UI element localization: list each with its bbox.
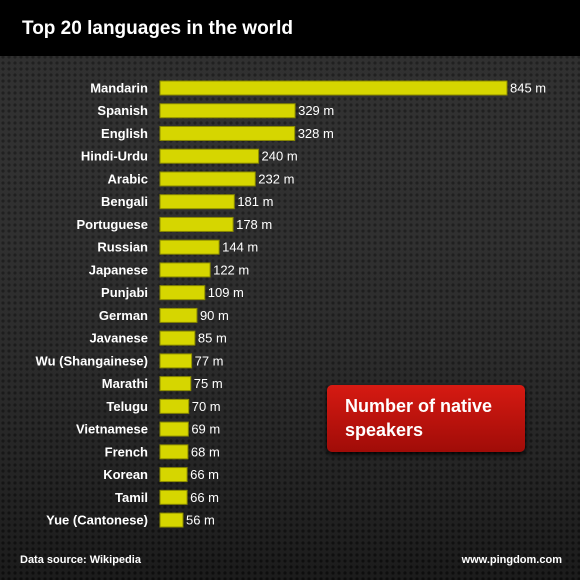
bar (159, 125, 296, 141)
bar (159, 444, 189, 460)
category-label: Yue (Cantonese) (46, 512, 148, 527)
credit: www.pingdom.com (461, 554, 563, 566)
category-label: Japanese (89, 262, 148, 277)
value-label: 70 m (192, 399, 221, 414)
category-label: English (101, 126, 148, 141)
value-label: 232 m (258, 171, 294, 186)
value-label: 75 m (194, 376, 223, 391)
category-label: Korean (103, 467, 148, 482)
value-label: 66 m (190, 490, 219, 505)
category-label: Arabic (108, 171, 148, 186)
bar (159, 398, 190, 414)
bar (159, 489, 188, 505)
bar (159, 285, 206, 301)
annotation: Number of native speakers (327, 385, 525, 452)
bar (159, 148, 260, 164)
category-label: Punjabi (101, 285, 148, 300)
value-label: 85 m (198, 331, 227, 346)
category-label: Bengali (101, 194, 148, 209)
bar (159, 80, 508, 96)
value-label: 328 m (298, 126, 334, 141)
value-label: 56 m (186, 512, 215, 527)
title-bar (0, 0, 580, 56)
category-label: Portuguese (76, 217, 148, 232)
category-label: Spanish (97, 103, 148, 118)
bar (159, 194, 235, 210)
category-label: Vietnamese (76, 422, 148, 437)
bar (159, 467, 188, 483)
bar (159, 216, 234, 232)
bar (159, 239, 220, 255)
category-label: Telugu (106, 399, 148, 414)
category-label: Wu (Shangainese) (36, 353, 148, 368)
value-label: 144 m (222, 240, 258, 255)
bar (159, 421, 189, 437)
category-label: Russian (97, 240, 148, 255)
value-label: 240 m (262, 149, 298, 164)
value-label: 178 m (236, 217, 272, 232)
category-label: Javanese (89, 331, 148, 346)
value-label: 90 m (200, 308, 229, 323)
category-label: French (105, 444, 148, 459)
bar (159, 307, 198, 323)
value-label: 66 m (190, 467, 219, 482)
category-label: German (99, 308, 148, 323)
bar (159, 512, 184, 528)
value-label: 69 m (191, 422, 220, 437)
value-label: 181 m (237, 194, 273, 209)
value-label: 77 m (195, 353, 224, 368)
category-label: Hindi-Urdu (81, 149, 148, 164)
value-label: 329 m (298, 103, 334, 118)
value-label: 109 m (208, 285, 244, 300)
value-label: 122 m (213, 262, 249, 277)
bar (159, 330, 196, 346)
bar (159, 262, 211, 278)
value-label: 68 m (191, 444, 220, 459)
bar (159, 171, 256, 187)
chart-title: Top 20 languages in the world (22, 18, 293, 39)
category-label: Mandarin (90, 80, 148, 95)
source: Data source: Wikipedia (20, 554, 142, 566)
bar (159, 353, 193, 369)
category-label: Tamil (115, 490, 148, 505)
value-label: 845 m (510, 80, 546, 95)
bar (159, 376, 192, 392)
bar (159, 103, 296, 119)
category-label: Marathi (102, 376, 148, 391)
